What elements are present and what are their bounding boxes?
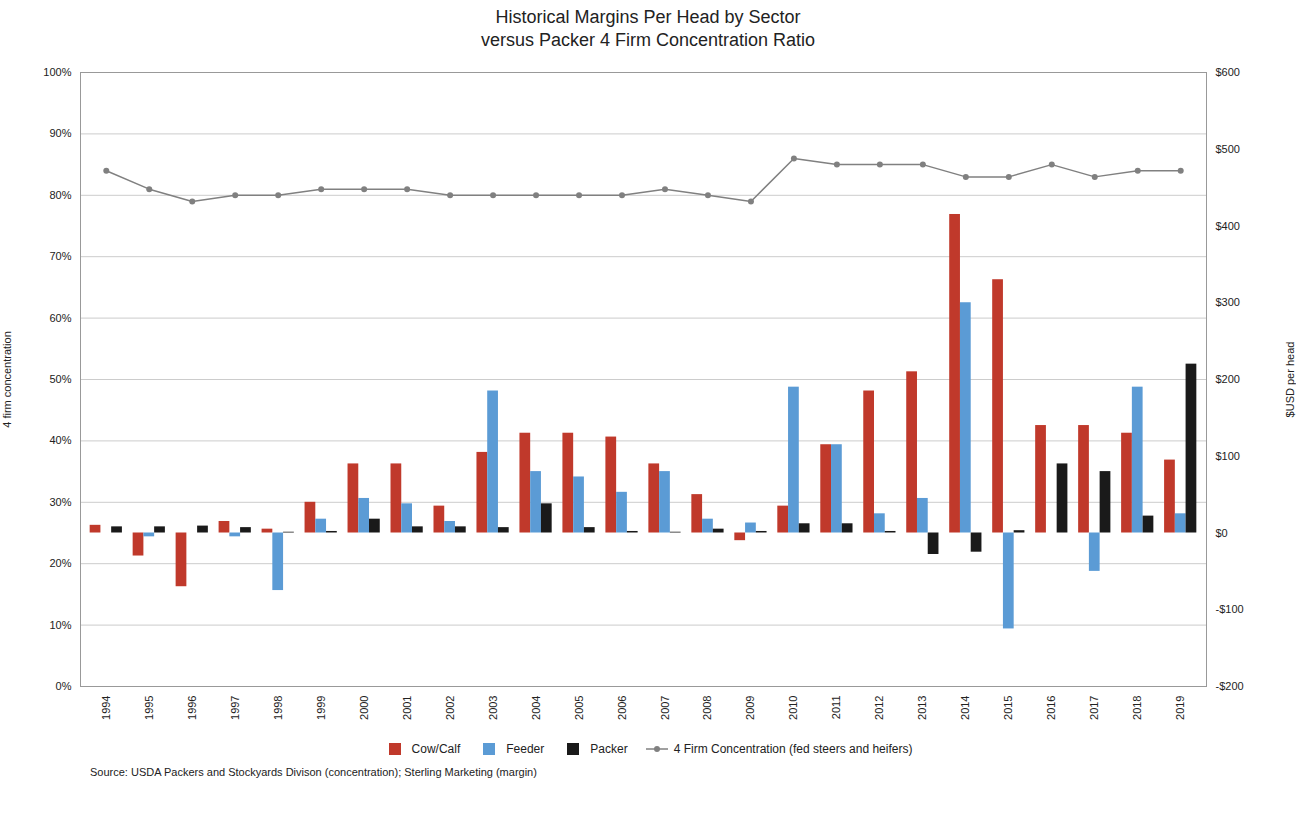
svg-text:$0: $0 bbox=[1216, 527, 1228, 539]
svg-text:2002: 2002 bbox=[444, 696, 456, 720]
html-text:4 Firm Concentration (fed stee: 4 Firm Concentration (fed steers and hei… bbox=[673, 742, 913, 756]
svg-text:20%: 20% bbox=[49, 557, 71, 569]
svg-text:$200: $200 bbox=[1216, 373, 1240, 385]
svg-text:2000: 2000 bbox=[358, 696, 370, 720]
svg-text:2019: 2019 bbox=[1174, 696, 1186, 720]
html-text:Historical Margins Per Head by: Historical Margins Per Head by Sector bbox=[495, 7, 801, 27]
svg-text:2011: 2011 bbox=[830, 696, 842, 720]
svg-text:$USD per head: $USD per head bbox=[1284, 342, 1296, 418]
svg-text:$100: $100 bbox=[1216, 450, 1240, 462]
svg-text:2006: 2006 bbox=[616, 696, 628, 720]
svg-text:100%: 100% bbox=[43, 66, 71, 78]
svg-text:1998: 1998 bbox=[272, 696, 284, 720]
svg-text:1994: 1994 bbox=[100, 696, 112, 720]
html-text:versus Packer 4 Firm Concentra: versus Packer 4 Firm Concentration Ratio bbox=[480, 30, 816, 50]
svg-text:4 firm concentration: 4 firm concentration bbox=[1, 331, 13, 428]
svg-text:2003: 2003 bbox=[487, 696, 499, 720]
html-text:Cow/Calf: Cow/Calf bbox=[411, 742, 461, 756]
svg-text:2014: 2014 bbox=[959, 696, 971, 720]
svg-text:2012: 2012 bbox=[873, 696, 885, 720]
svg-text:90%: 90% bbox=[49, 127, 71, 139]
svg-text:2009: 2009 bbox=[744, 696, 756, 720]
svg-text:40%: 40% bbox=[49, 434, 71, 446]
svg-text:-$200: -$200 bbox=[1216, 680, 1244, 692]
svg-text:1995: 1995 bbox=[143, 696, 155, 720]
svg-text:0%: 0% bbox=[56, 680, 72, 692]
svg-text:-$100: -$100 bbox=[1216, 603, 1244, 615]
svg-text:70%: 70% bbox=[49, 250, 71, 262]
svg-text:2008: 2008 bbox=[701, 696, 713, 720]
svg-text:$500: $500 bbox=[1216, 143, 1240, 155]
svg-text:50%: 50% bbox=[49, 373, 71, 385]
svg-text:2013: 2013 bbox=[916, 696, 928, 720]
svg-text:2001: 2001 bbox=[401, 696, 413, 720]
svg-text:2016: 2016 bbox=[1045, 696, 1057, 720]
svg-text:2017: 2017 bbox=[1088, 696, 1100, 720]
html-text:Packer: Packer bbox=[590, 742, 628, 756]
svg-text:1997: 1997 bbox=[229, 696, 241, 720]
svg-text:2007: 2007 bbox=[659, 696, 671, 720]
svg-text:30%: 30% bbox=[49, 496, 71, 508]
svg-text:$300: $300 bbox=[1216, 296, 1240, 308]
svg-text:2004: 2004 bbox=[530, 696, 542, 720]
svg-text:$400: $400 bbox=[1216, 220, 1240, 232]
html-text:Feeder: Feeder bbox=[506, 742, 545, 756]
svg-text:1996: 1996 bbox=[186, 696, 198, 720]
svg-text:2018: 2018 bbox=[1131, 696, 1143, 720]
svg-text:2005: 2005 bbox=[573, 696, 585, 720]
svg-text:1999: 1999 bbox=[315, 696, 327, 720]
svg-text:60%: 60% bbox=[49, 312, 71, 324]
svg-text:80%: 80% bbox=[49, 189, 71, 201]
html-text:Source: USDA Packers and Stock: Source: USDA Packers and Stockyards Divi… bbox=[90, 766, 537, 778]
svg-text:10%: 10% bbox=[49, 619, 71, 631]
svg-text:2015: 2015 bbox=[1002, 696, 1014, 720]
svg-text:2010: 2010 bbox=[787, 696, 799, 720]
svg-text:$600: $600 bbox=[1216, 66, 1240, 78]
